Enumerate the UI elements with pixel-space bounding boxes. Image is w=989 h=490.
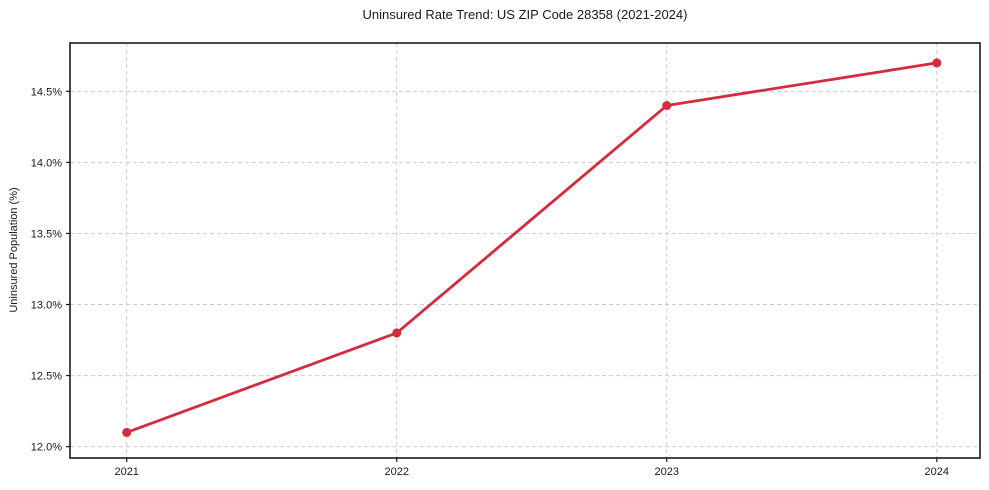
data-point-marker — [122, 427, 132, 437]
x-tick-label: 2024 — [925, 466, 949, 478]
y-tick-label: 13.5% — [31, 228, 62, 240]
y-tick-label: 13.0% — [31, 300, 62, 312]
y-tick-label: 14.5% — [31, 86, 62, 98]
data-point-marker — [392, 328, 402, 338]
trend-line — [125, 61, 939, 434]
data-point-marker — [932, 58, 942, 68]
y-tick-label: 14.0% — [31, 157, 62, 169]
chart-title: Uninsured Rate Trend: US ZIP Code 28358 … — [362, 7, 688, 22]
y-tick-label: 12.5% — [31, 371, 62, 383]
x-tick-label: 2023 — [655, 466, 679, 478]
plot-border — [69, 42, 981, 459]
x-tick-label: 2021 — [114, 466, 138, 478]
data-point-marker — [662, 101, 672, 111]
y-tick-label: 12.0% — [31, 442, 62, 454]
x-tick-label: 2022 — [384, 466, 408, 478]
